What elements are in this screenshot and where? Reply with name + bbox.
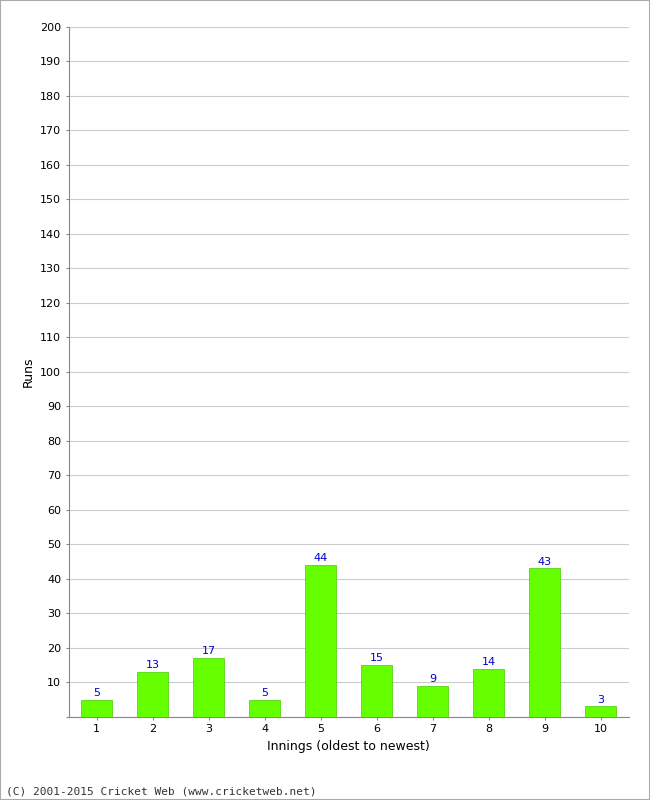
Text: 13: 13 xyxy=(146,660,160,670)
X-axis label: Innings (oldest to newest): Innings (oldest to newest) xyxy=(267,740,430,753)
Bar xyxy=(306,565,336,717)
Text: 17: 17 xyxy=(202,646,216,657)
Bar xyxy=(473,669,504,717)
Bar xyxy=(137,672,168,717)
Y-axis label: Runs: Runs xyxy=(21,357,34,387)
Text: 3: 3 xyxy=(597,694,604,705)
Text: 43: 43 xyxy=(538,557,552,566)
Text: 9: 9 xyxy=(429,674,436,684)
Text: 5: 5 xyxy=(94,688,100,698)
Bar xyxy=(417,686,448,717)
Text: 44: 44 xyxy=(313,554,328,563)
Text: 5: 5 xyxy=(261,688,268,698)
Bar xyxy=(193,658,224,717)
Text: 14: 14 xyxy=(482,657,496,666)
Bar xyxy=(529,569,560,717)
Bar xyxy=(250,699,280,717)
Text: 15: 15 xyxy=(370,654,384,663)
Text: (C) 2001-2015 Cricket Web (www.cricketweb.net): (C) 2001-2015 Cricket Web (www.cricketwe… xyxy=(6,786,317,796)
Bar xyxy=(585,706,616,717)
Bar xyxy=(81,699,112,717)
Bar xyxy=(361,665,392,717)
